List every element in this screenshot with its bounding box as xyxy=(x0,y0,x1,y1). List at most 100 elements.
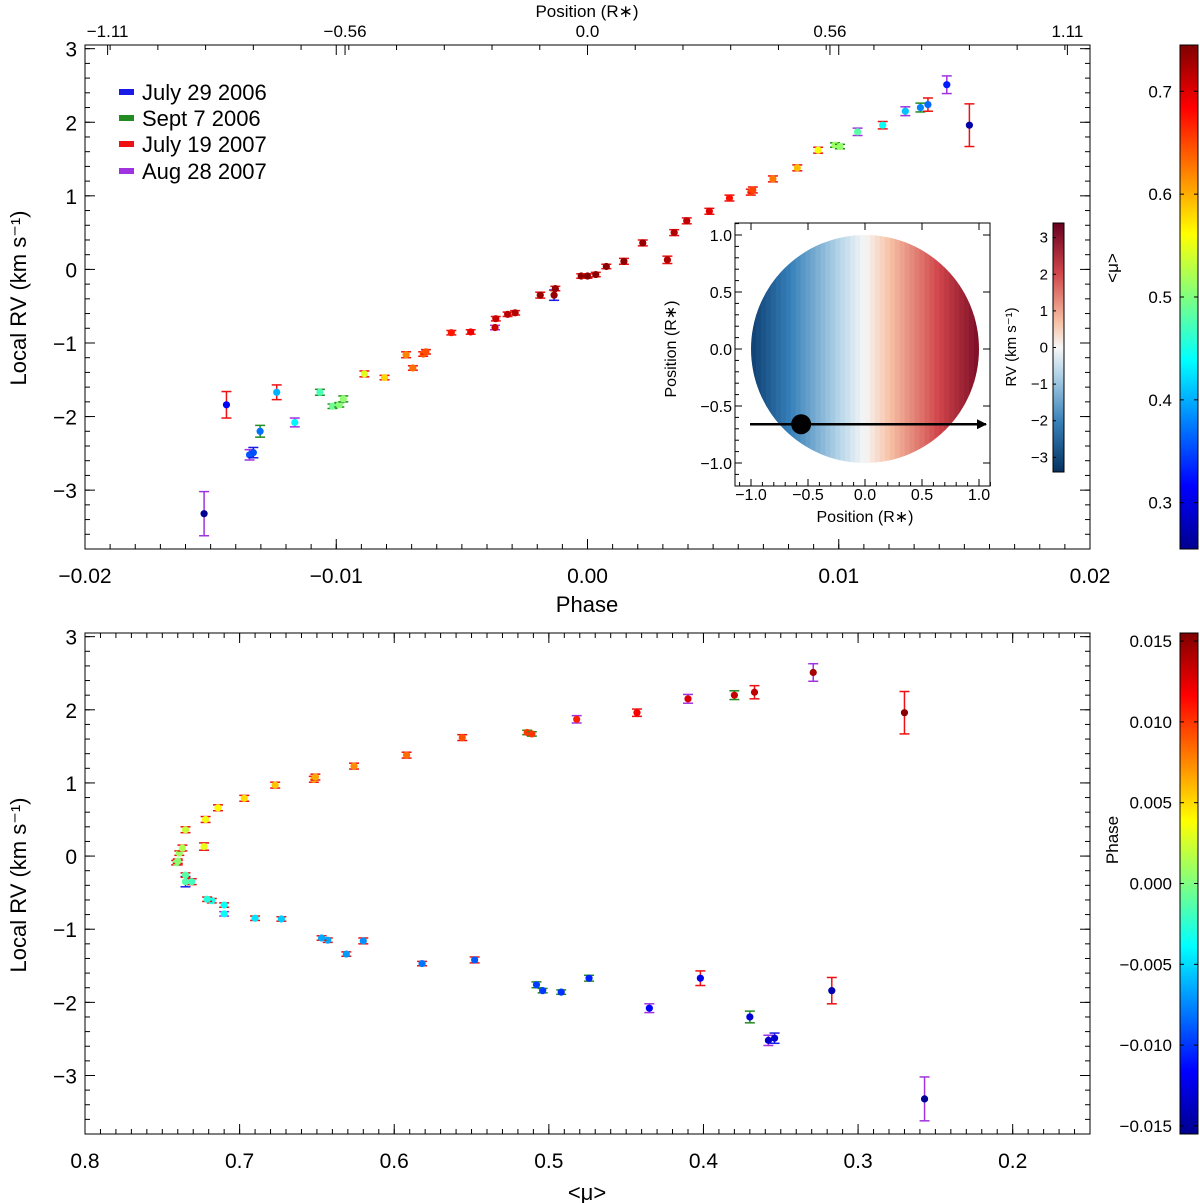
legend-label-july-2006: July 29 2006 xyxy=(142,80,267,105)
top-secondary-axis-label: Position (R∗) xyxy=(535,2,638,21)
planet-disk xyxy=(791,414,812,435)
data-point xyxy=(467,328,475,336)
disk-velocity-strip xyxy=(820,235,826,463)
top-y-axis-label: Local RV (km s⁻¹) xyxy=(6,210,31,385)
x-tick-label: −0.01 xyxy=(310,565,363,588)
stellar-disk-velocity-map xyxy=(751,235,979,463)
data-point xyxy=(879,121,887,129)
legend-label-july-2007: July 19 2007 xyxy=(142,132,267,157)
disk-velocity-strip xyxy=(904,235,911,463)
disk-velocity-strip xyxy=(760,235,767,463)
data-point xyxy=(670,229,678,237)
legend-swatch-july-2006 xyxy=(119,89,134,95)
data-point xyxy=(924,100,932,109)
data-point xyxy=(532,981,541,989)
data-point xyxy=(504,310,512,318)
disk-velocity-strip xyxy=(795,235,802,463)
data-point xyxy=(220,901,228,909)
inset-colorbar-label: RV (km s⁻¹) xyxy=(1003,307,1020,386)
disk-velocity-strip xyxy=(815,235,821,463)
disk-velocity-strip xyxy=(765,235,772,463)
disk-velocity-strip xyxy=(800,235,807,463)
data-point xyxy=(202,815,210,824)
inset-colorbar-ticks: −3 −2 −1 0 1 2 3 xyxy=(1031,230,1056,466)
inset-x-tick-label: 0.0 xyxy=(854,487,876,504)
disk-velocity-strip xyxy=(974,235,979,463)
y-tick-label: −2 xyxy=(53,407,77,430)
inset-y-tick-label: −1.0 xyxy=(700,456,732,473)
disk-velocity-strip xyxy=(954,235,960,463)
secondary-x-tick-label: 0.56 xyxy=(813,22,846,41)
data-point xyxy=(188,878,196,886)
data-point xyxy=(271,781,279,789)
disk-velocity-strip xyxy=(934,235,940,463)
data-point xyxy=(639,239,647,247)
disk-velocity-strip xyxy=(850,235,856,463)
data-point xyxy=(583,272,592,280)
inset-stellar-disk: −1.0 −0.5 0.0 0.5 1.0 −1.0 −0.5 0.0 0.5 1.0 Posit… xyxy=(663,222,1065,526)
disk-velocity-strip xyxy=(909,235,916,463)
data-point xyxy=(311,773,319,781)
inset-x-axis-label: Position (R∗) xyxy=(817,509,914,526)
top-y-ticks: −3 −2 −1 0 1 2 3 xyxy=(53,39,1090,550)
x-tick-label: 0.8 xyxy=(70,1150,99,1173)
inset-colorbar-tick-label: 3 xyxy=(1040,230,1048,247)
data-point xyxy=(511,309,519,317)
data-point xyxy=(249,449,257,457)
disk-velocity-strip xyxy=(914,235,921,463)
data-point xyxy=(181,871,190,879)
bottom-colorbar-label: Phase xyxy=(1103,816,1122,864)
disk-velocity-strip xyxy=(969,235,975,463)
data-point xyxy=(585,974,593,982)
data-point xyxy=(965,121,974,129)
inset-colorbar-tick-label: 2 xyxy=(1040,266,1048,283)
x-tick-label: 0.5 xyxy=(534,1150,563,1173)
data-point xyxy=(764,1036,773,1044)
data-point xyxy=(273,388,281,396)
legend-label-sept-2006: Sept 7 2006 xyxy=(142,106,261,131)
x-tick-label: 0.4 xyxy=(689,1150,719,1173)
inset-colorbar-tick-label: −1 xyxy=(1031,376,1048,393)
colorbar-tick-label: 0.7 xyxy=(1148,82,1172,101)
data-point xyxy=(251,914,259,922)
inset-x-tick-label: −1.0 xyxy=(735,487,767,504)
data-point xyxy=(528,730,536,738)
inset-x-tick-label: 1.0 xyxy=(968,487,990,504)
colorbar-tick-label: −0.015 xyxy=(1120,1117,1172,1136)
data-point xyxy=(551,284,559,293)
top-colorbar-label: <μ> xyxy=(1103,253,1122,283)
secondary-x-tick-label: 1.11 xyxy=(1051,22,1083,41)
legend-swatch-aug-2007 xyxy=(119,168,134,174)
x-tick-label: 0.7 xyxy=(225,1150,254,1173)
data-point xyxy=(853,128,862,136)
data-point xyxy=(240,794,248,802)
y-tick-label: −3 xyxy=(53,1065,77,1088)
x-tick-label: 0.01 xyxy=(818,565,859,588)
y-tick-label: −1 xyxy=(53,919,77,942)
data-point xyxy=(491,323,499,332)
inset-y-tick-label: 1.0 xyxy=(710,228,732,245)
disk-velocity-strip xyxy=(874,235,881,463)
y-tick-label: 1 xyxy=(65,186,77,209)
disk-velocity-strip xyxy=(755,235,762,463)
disk-velocity-strip xyxy=(949,235,955,463)
secondary-x-tick-label: 0.0 xyxy=(576,22,600,41)
data-point xyxy=(683,217,691,225)
top-x-ticks: −0.02 −0.01 0.00 0.01 0.02 xyxy=(58,45,1110,588)
inset-colorbar-tick-label: 0 xyxy=(1040,340,1048,357)
data-point xyxy=(256,427,264,435)
data-point xyxy=(422,348,430,356)
data-point xyxy=(360,370,368,378)
x-tick-label: 0.2 xyxy=(998,1150,1027,1173)
data-point xyxy=(684,695,692,703)
data-point xyxy=(539,987,547,995)
disk-velocity-strip xyxy=(884,235,891,463)
legend-swatch-sept-2006 xyxy=(119,115,134,121)
legend: July 29 2006 Sept 7 2006 July 19 2007 Au… xyxy=(119,80,267,184)
y-tick-label: −3 xyxy=(53,480,77,503)
data-point xyxy=(620,257,628,265)
disk-velocity-strip xyxy=(770,235,777,463)
data-point xyxy=(402,351,410,359)
data-point xyxy=(328,402,337,410)
